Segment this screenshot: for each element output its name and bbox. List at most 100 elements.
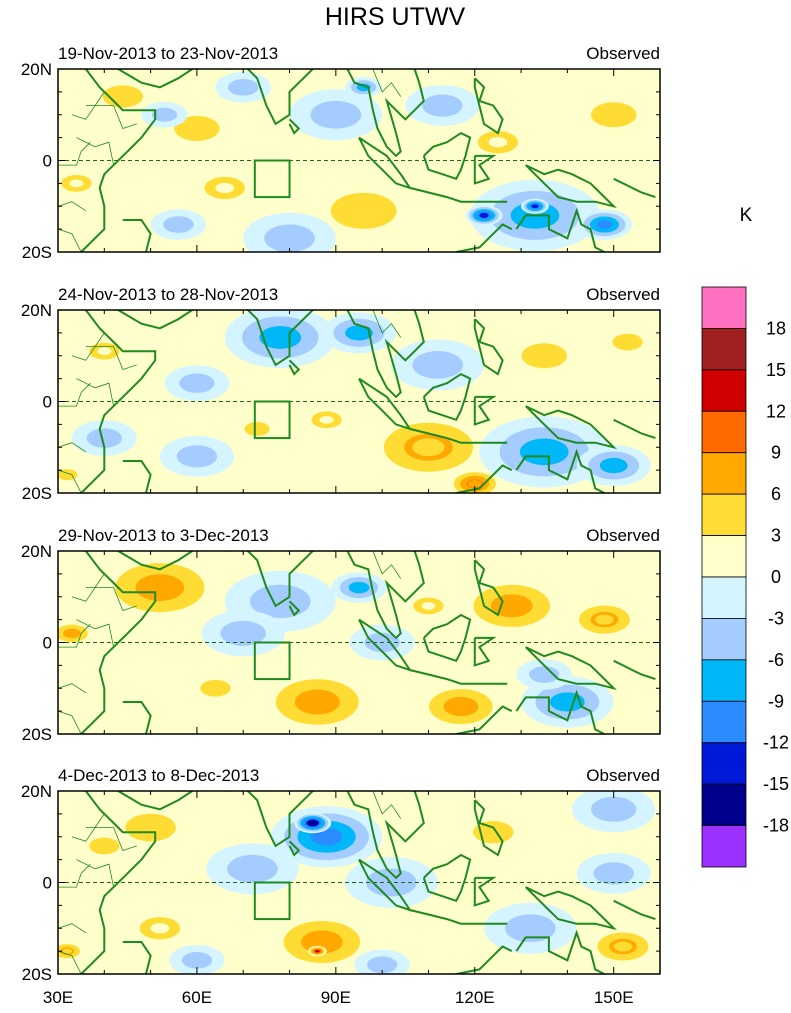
- map-panels: 19-Nov-2013 to 23-Nov-2013 Observed 20N 0 20…: [21, 44, 661, 984]
- coastline: [473, 559, 504, 617]
- colorbar-swatch: [701, 576, 747, 619]
- country-border: [85, 105, 137, 129]
- anomaly-core: [488, 137, 508, 148]
- x-tick-label: 30E: [43, 988, 73, 1007]
- colorbar-level-label: -9: [768, 691, 784, 711]
- panel-observed-tag: Observed: [586, 766, 660, 785]
- y-tick-label: 20S: [22, 965, 52, 984]
- anomaly-core: [433, 100, 452, 111]
- anomaly-core: [531, 204, 539, 209]
- anomaly-core: [113, 91, 133, 102]
- y-tick-label: 0: [43, 393, 52, 412]
- colorbar-swatch: [701, 328, 747, 371]
- colorbar-swatch: [701, 286, 747, 329]
- coastline: [454, 945, 513, 974]
- anomaly-core: [597, 220, 612, 229]
- coastline: [422, 131, 472, 181]
- x-tick-label: 90E: [321, 988, 351, 1007]
- country-border: [85, 827, 137, 851]
- colorbar-level-label: -15: [763, 774, 789, 794]
- anomaly-core: [186, 122, 208, 135]
- panel-observed-tag: Observed: [586, 285, 660, 304]
- y-tick-label: 20N: [21, 301, 52, 320]
- study-region-box: [253, 641, 291, 681]
- y-tick-label: 20S: [22, 484, 52, 503]
- y-tick-label: 20N: [21, 782, 52, 801]
- country-border: [76, 378, 114, 407]
- coastline: [80, 551, 157, 734]
- coastline: [288, 118, 301, 135]
- x-tick-label: 60E: [182, 988, 212, 1007]
- coastline: [515, 448, 605, 493]
- coastline: [288, 600, 301, 617]
- anomaly-core: [236, 83, 251, 92]
- colorbar-swatch: [701, 659, 747, 702]
- anomaly-core: [497, 598, 526, 614]
- anomaly-core: [69, 179, 84, 188]
- anomaly-core: [528, 442, 561, 461]
- anomaly-core: [349, 327, 369, 338]
- country-border: [58, 863, 91, 888]
- coastline: [409, 186, 508, 203]
- anomaly-core: [97, 842, 112, 850]
- coastline: [409, 427, 508, 444]
- panel-date-range: 29-Nov-2013 to 3-Dec-2013: [58, 526, 269, 545]
- colorbar-level-label: -3: [768, 608, 784, 628]
- colorbar-level-label: -6: [768, 650, 784, 670]
- coastline: [422, 853, 472, 903]
- anomaly-core: [319, 415, 334, 424]
- study-region-box: [253, 881, 291, 921]
- anomaly-core: [479, 212, 489, 218]
- anomaly-core: [613, 941, 633, 952]
- coastline: [117, 551, 193, 571]
- anomaly-field: [58, 791, 660, 974]
- coastline: [229, 69, 425, 158]
- coastline: [80, 69, 157, 252]
- anomaly-core: [189, 956, 204, 965]
- colorbar-swatch: [701, 742, 747, 785]
- coastline: [613, 659, 656, 681]
- country-border: [372, 551, 402, 579]
- coastline: [473, 636, 497, 667]
- coastline: [515, 207, 605, 252]
- coastline: [524, 646, 617, 691]
- anomaly-field: [58, 310, 660, 493]
- coastline: [613, 177, 656, 199]
- anomaly-core: [208, 684, 223, 693]
- panel-date-range: 4-Dec-2013 to 8-Dec-2013: [58, 766, 259, 785]
- coastlines: [58, 310, 656, 493]
- anomaly-core: [467, 480, 482, 488]
- anomaly-core: [421, 602, 436, 610]
- anomaly-core: [308, 820, 318, 826]
- colorbar-unit-label: K: [740, 205, 753, 226]
- study-region-box: [253, 400, 291, 440]
- country-border: [58, 950, 82, 974]
- panel-observed-tag: Observed: [586, 526, 660, 545]
- country-border: [58, 382, 91, 407]
- anomaly-core: [277, 231, 302, 245]
- coastline: [473, 799, 504, 857]
- country-border: [58, 228, 82, 252]
- colorbar-swatch: [701, 825, 747, 868]
- colorbar-level-label: -18: [763, 816, 789, 836]
- anomaly-core: [308, 934, 336, 950]
- anomaly-core: [352, 583, 366, 592]
- anomaly-core: [537, 670, 552, 679]
- country-border: [58, 469, 82, 493]
- y-tick-label: 20N: [21, 542, 52, 561]
- country-border: [372, 791, 402, 819]
- coastline: [515, 689, 605, 734]
- country-border: [58, 442, 87, 453]
- colorbar-level-label: 12: [766, 401, 786, 421]
- country-border: [71, 91, 105, 120]
- country-border: [71, 813, 105, 842]
- anomaly-core: [187, 451, 207, 462]
- map-panel: 24-Nov-2013 to 28-Nov-2013 Observed 20N 0 20…: [21, 285, 661, 503]
- coastline: [288, 840, 301, 857]
- coastline: [122, 701, 152, 734]
- colorbar-swatch: [701, 535, 747, 578]
- anomaly-core: [232, 627, 254, 640]
- anomaly-core: [375, 961, 390, 969]
- coastline: [454, 223, 513, 252]
